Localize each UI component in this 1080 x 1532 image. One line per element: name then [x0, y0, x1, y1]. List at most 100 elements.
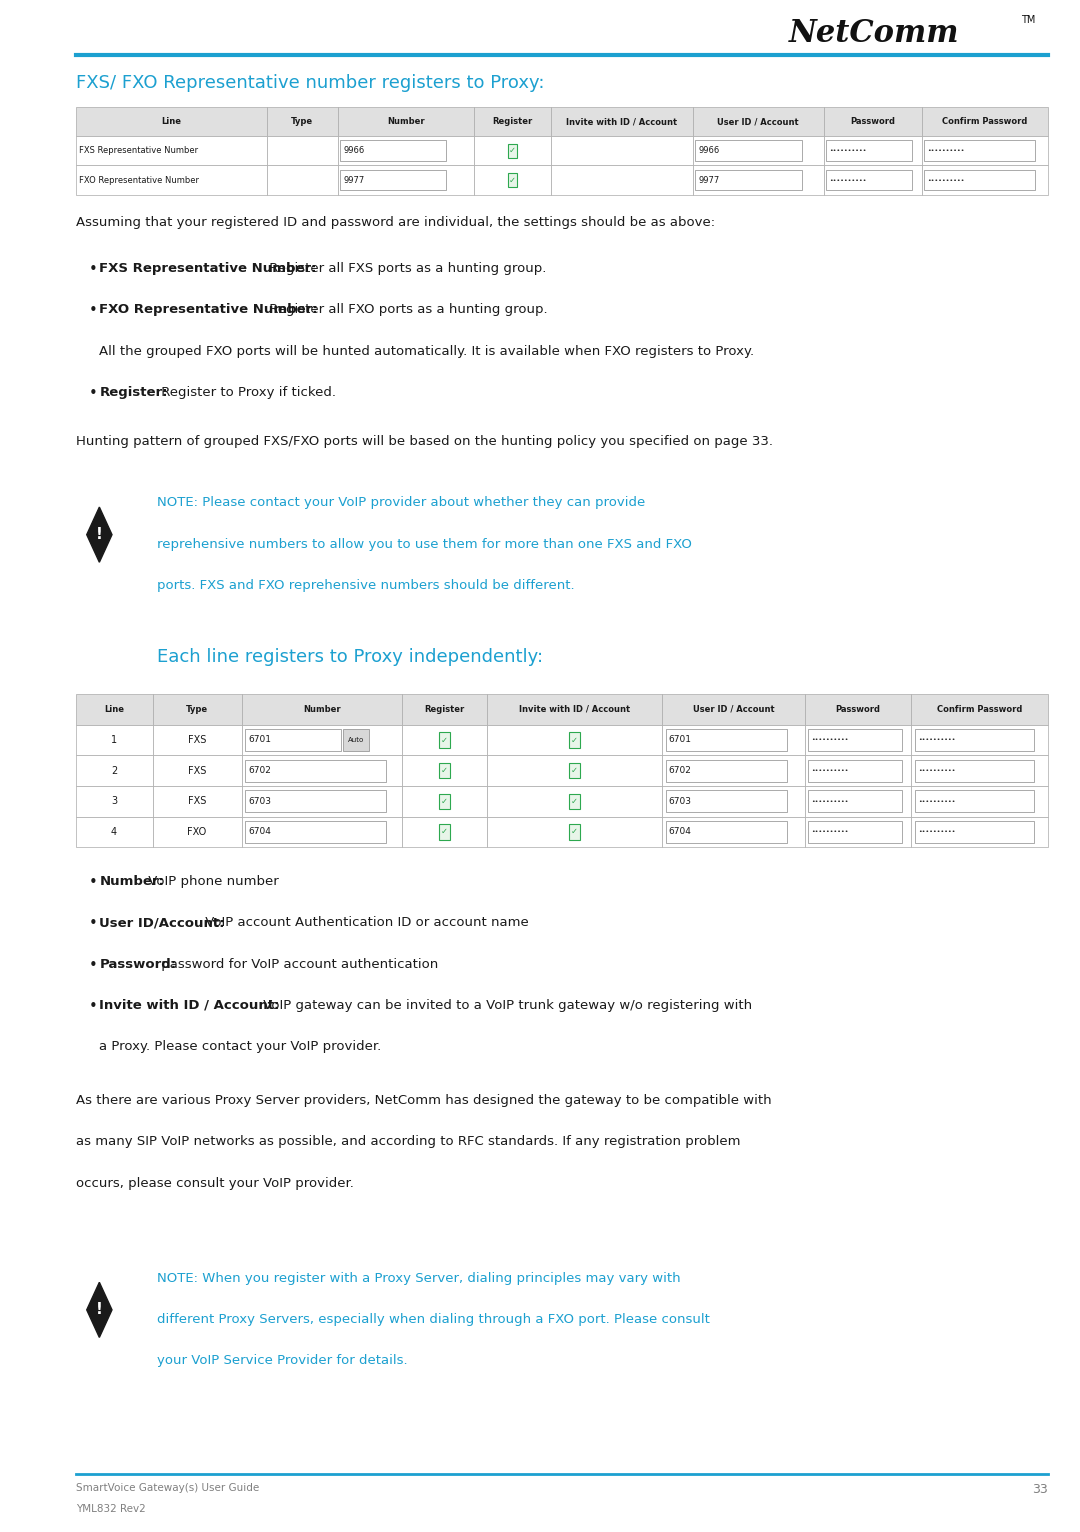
Text: Number: Number	[302, 705, 340, 714]
Text: ••••••••••: ••••••••••	[811, 737, 849, 743]
FancyBboxPatch shape	[665, 760, 786, 781]
Text: Auto: Auto	[348, 737, 364, 743]
Text: Register: Register	[492, 118, 532, 126]
FancyBboxPatch shape	[662, 817, 805, 847]
Text: •: •	[89, 303, 97, 319]
Text: FXO: FXO	[188, 827, 206, 836]
FancyBboxPatch shape	[692, 107, 824, 136]
FancyBboxPatch shape	[662, 755, 805, 786]
Text: Register: Register	[424, 705, 464, 714]
Text: Invite with ID / Account: Invite with ID / Account	[519, 705, 631, 714]
Text: ✓: ✓	[441, 797, 448, 806]
FancyBboxPatch shape	[912, 817, 1048, 847]
Text: 3: 3	[111, 797, 118, 806]
Text: 9977: 9977	[343, 176, 364, 184]
FancyBboxPatch shape	[805, 694, 912, 725]
FancyBboxPatch shape	[692, 165, 824, 195]
Text: ••••••••••: ••••••••••	[811, 829, 849, 835]
FancyBboxPatch shape	[487, 786, 662, 817]
Text: ✓: ✓	[509, 176, 516, 184]
Text: ••••••••••: ••••••••••	[829, 149, 866, 153]
FancyBboxPatch shape	[805, 786, 912, 817]
Text: ✓: ✓	[441, 735, 448, 745]
Text: YML832 Rev2: YML832 Rev2	[76, 1504, 146, 1515]
FancyBboxPatch shape	[152, 725, 242, 755]
Text: •: •	[89, 262, 97, 277]
FancyBboxPatch shape	[402, 694, 487, 725]
FancyBboxPatch shape	[915, 729, 1035, 751]
FancyBboxPatch shape	[245, 760, 386, 781]
FancyBboxPatch shape	[487, 694, 662, 725]
FancyBboxPatch shape	[402, 755, 487, 786]
Text: 6704: 6704	[248, 827, 271, 836]
FancyBboxPatch shape	[694, 170, 802, 190]
FancyBboxPatch shape	[76, 725, 152, 755]
Text: FXS: FXS	[188, 766, 206, 775]
Text: different Proxy Servers, especially when dialing through a FXO port. Please cons: different Proxy Servers, especially when…	[157, 1313, 710, 1325]
FancyBboxPatch shape	[242, 725, 402, 755]
FancyBboxPatch shape	[694, 141, 802, 161]
FancyBboxPatch shape	[924, 141, 1035, 161]
FancyBboxPatch shape	[76, 786, 152, 817]
Text: ✓: ✓	[571, 797, 578, 806]
Text: 9966: 9966	[698, 147, 719, 155]
Text: FXS/ FXO Representative number registers to Proxy:: FXS/ FXO Representative number registers…	[76, 74, 544, 92]
Text: FXO Representative Number: FXO Representative Number	[79, 176, 199, 184]
FancyBboxPatch shape	[245, 729, 341, 751]
Text: Number: Number	[387, 118, 424, 126]
Text: 6701: 6701	[669, 735, 692, 745]
FancyBboxPatch shape	[915, 760, 1035, 781]
FancyBboxPatch shape	[662, 694, 805, 725]
Text: FXS Representative Number: FXS Representative Number	[79, 147, 198, 155]
FancyBboxPatch shape	[551, 107, 692, 136]
FancyBboxPatch shape	[912, 786, 1048, 817]
FancyBboxPatch shape	[340, 141, 446, 161]
Text: VoIP account Authentication ID or account name: VoIP account Authentication ID or accoun…	[201, 916, 529, 928]
FancyBboxPatch shape	[267, 107, 338, 136]
FancyBboxPatch shape	[487, 817, 662, 847]
FancyBboxPatch shape	[76, 817, 152, 847]
FancyBboxPatch shape	[805, 725, 912, 755]
FancyBboxPatch shape	[569, 794, 580, 809]
Text: ••••••••••: ••••••••••	[918, 829, 956, 835]
FancyBboxPatch shape	[922, 136, 1048, 165]
FancyBboxPatch shape	[242, 694, 402, 725]
FancyBboxPatch shape	[569, 732, 580, 748]
FancyBboxPatch shape	[152, 786, 242, 817]
FancyBboxPatch shape	[912, 694, 1048, 725]
Text: a Proxy. Please contact your VoIP provider.: a Proxy. Please contact your VoIP provid…	[99, 1040, 381, 1052]
Text: ••••••••••: ••••••••••	[918, 737, 956, 743]
Text: occurs, please consult your VoIP provider.: occurs, please consult your VoIP provide…	[76, 1177, 353, 1189]
Text: reprehensive numbers to allow you to use them for more than one FXS and FXO: reprehensive numbers to allow you to use…	[157, 538, 691, 550]
Polygon shape	[86, 507, 112, 562]
FancyBboxPatch shape	[152, 694, 242, 725]
FancyBboxPatch shape	[808, 760, 902, 781]
Text: 6704: 6704	[669, 827, 691, 836]
Text: Invite with ID / Account: Invite with ID / Account	[566, 118, 677, 126]
FancyBboxPatch shape	[76, 136, 267, 165]
Text: 6703: 6703	[248, 797, 271, 806]
FancyBboxPatch shape	[152, 755, 242, 786]
FancyBboxPatch shape	[569, 824, 580, 840]
Text: ✓: ✓	[571, 735, 578, 745]
Text: As there are various Proxy Server providers, NetComm has designed the gateway to: As there are various Proxy Server provid…	[76, 1094, 771, 1106]
FancyBboxPatch shape	[474, 165, 551, 195]
Text: VoIP phone number: VoIP phone number	[144, 875, 279, 887]
FancyBboxPatch shape	[474, 107, 551, 136]
Text: ✓: ✓	[571, 827, 578, 836]
Text: ••••••••••: ••••••••••	[918, 798, 956, 804]
Text: Hunting pattern of grouped FXS/FXO ports will be based on the hunting policy you: Hunting pattern of grouped FXS/FXO ports…	[76, 435, 772, 447]
Text: All the grouped FXO ports will be hunted automatically. It is available when FXO: All the grouped FXO ports will be hunted…	[99, 345, 755, 357]
Text: ••••••••••: ••••••••••	[811, 798, 849, 804]
Text: ✓: ✓	[441, 766, 448, 775]
FancyBboxPatch shape	[922, 107, 1048, 136]
FancyBboxPatch shape	[665, 729, 786, 751]
FancyBboxPatch shape	[76, 755, 152, 786]
FancyBboxPatch shape	[343, 729, 369, 751]
FancyBboxPatch shape	[662, 725, 805, 755]
FancyBboxPatch shape	[826, 170, 913, 190]
FancyBboxPatch shape	[665, 821, 786, 843]
Text: ••••••••••: ••••••••••	[811, 768, 849, 774]
FancyBboxPatch shape	[826, 141, 913, 161]
Text: 33: 33	[1031, 1483, 1048, 1495]
